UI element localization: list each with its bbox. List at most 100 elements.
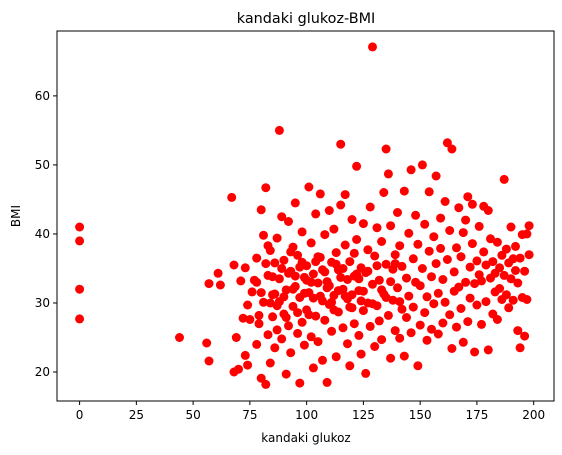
data-point (456, 304, 466, 313)
data-point (520, 266, 530, 276)
data-point (377, 285, 387, 295)
data-point (284, 268, 293, 278)
data-point (452, 322, 461, 332)
data-point (377, 237, 387, 246)
data-point (240, 263, 250, 273)
data-point (290, 198, 300, 208)
data-point (302, 275, 312, 285)
data-point (363, 245, 373, 255)
data-point (320, 230, 330, 240)
data-point (315, 291, 325, 301)
x-tick-label: 200 (522, 408, 545, 422)
data-point (308, 363, 318, 373)
data-point (272, 301, 282, 311)
data-point (461, 277, 471, 287)
data-point (438, 318, 448, 328)
data-point (495, 263, 505, 273)
data-point (486, 234, 495, 244)
data-point (345, 361, 355, 371)
data-point (304, 182, 314, 192)
data-point (252, 253, 262, 263)
data-point (333, 286, 343, 296)
data-point (481, 297, 491, 307)
data-point (488, 257, 498, 267)
data-point (313, 252, 323, 262)
data-point (504, 303, 514, 313)
data-point (522, 229, 532, 239)
data-point (213, 268, 223, 278)
data-point (338, 323, 348, 333)
data-point (338, 264, 348, 273)
data-point (442, 255, 452, 264)
data-point (513, 326, 523, 336)
data-point (322, 283, 332, 293)
data-point (270, 258, 280, 268)
data-point (436, 213, 446, 223)
data-point (286, 247, 296, 257)
data-point (465, 293, 475, 303)
data-point (254, 319, 264, 329)
y-tick-label: 40 (35, 227, 50, 241)
data-point (368, 42, 377, 52)
plot-frame (56, 30, 555, 402)
data-point (524, 221, 534, 231)
y-tick-label: 50 (35, 158, 50, 172)
data-point (336, 139, 346, 149)
data-point (313, 337, 323, 347)
data-point (465, 262, 475, 272)
data-point (463, 317, 473, 327)
data-point (404, 291, 414, 301)
data-point (284, 321, 293, 331)
data-point (456, 252, 466, 262)
data-point (215, 280, 225, 290)
data-point (422, 335, 432, 345)
data-point (256, 288, 266, 298)
data-point (511, 266, 520, 275)
data-point (349, 319, 359, 329)
data-point (424, 246, 434, 256)
data-point (281, 369, 291, 379)
data-point (286, 348, 296, 358)
data-point (365, 202, 375, 212)
data-point (347, 215, 357, 224)
data-point (477, 276, 486, 286)
data-points (75, 42, 534, 389)
data-point (234, 364, 243, 374)
data-point (265, 298, 275, 308)
data-point (399, 186, 409, 196)
data-point (379, 188, 389, 197)
data-point (327, 326, 337, 336)
data-point (433, 288, 443, 298)
data-point (429, 232, 439, 242)
data-point (470, 279, 480, 289)
data-point (499, 174, 509, 184)
data-point (245, 315, 255, 324)
data-point (368, 279, 377, 289)
data-point (263, 241, 273, 251)
data-point (372, 223, 382, 233)
data-point (381, 259, 391, 269)
data-point (331, 352, 341, 362)
x-tick-label: 75 (242, 408, 257, 422)
x-tick-label: 0 (76, 408, 84, 422)
data-point (393, 208, 402, 217)
data-point (261, 183, 271, 193)
data-point (259, 297, 268, 307)
data-point (340, 240, 350, 250)
data-point (393, 283, 402, 293)
data-point (406, 328, 416, 338)
data-point (340, 190, 350, 200)
data-point (252, 339, 262, 349)
data-point (497, 250, 507, 260)
x-tick-label: 125 (352, 408, 375, 422)
data-point (327, 297, 337, 307)
data-point (522, 295, 532, 304)
data-point (433, 329, 443, 339)
data-point (481, 260, 491, 270)
data-point (256, 373, 266, 383)
data-point (320, 315, 330, 325)
x-axis-ticks: 0 25 50 75 100 125 150 175 200 (76, 401, 545, 422)
data-point (75, 236, 85, 246)
data-point (449, 267, 459, 277)
